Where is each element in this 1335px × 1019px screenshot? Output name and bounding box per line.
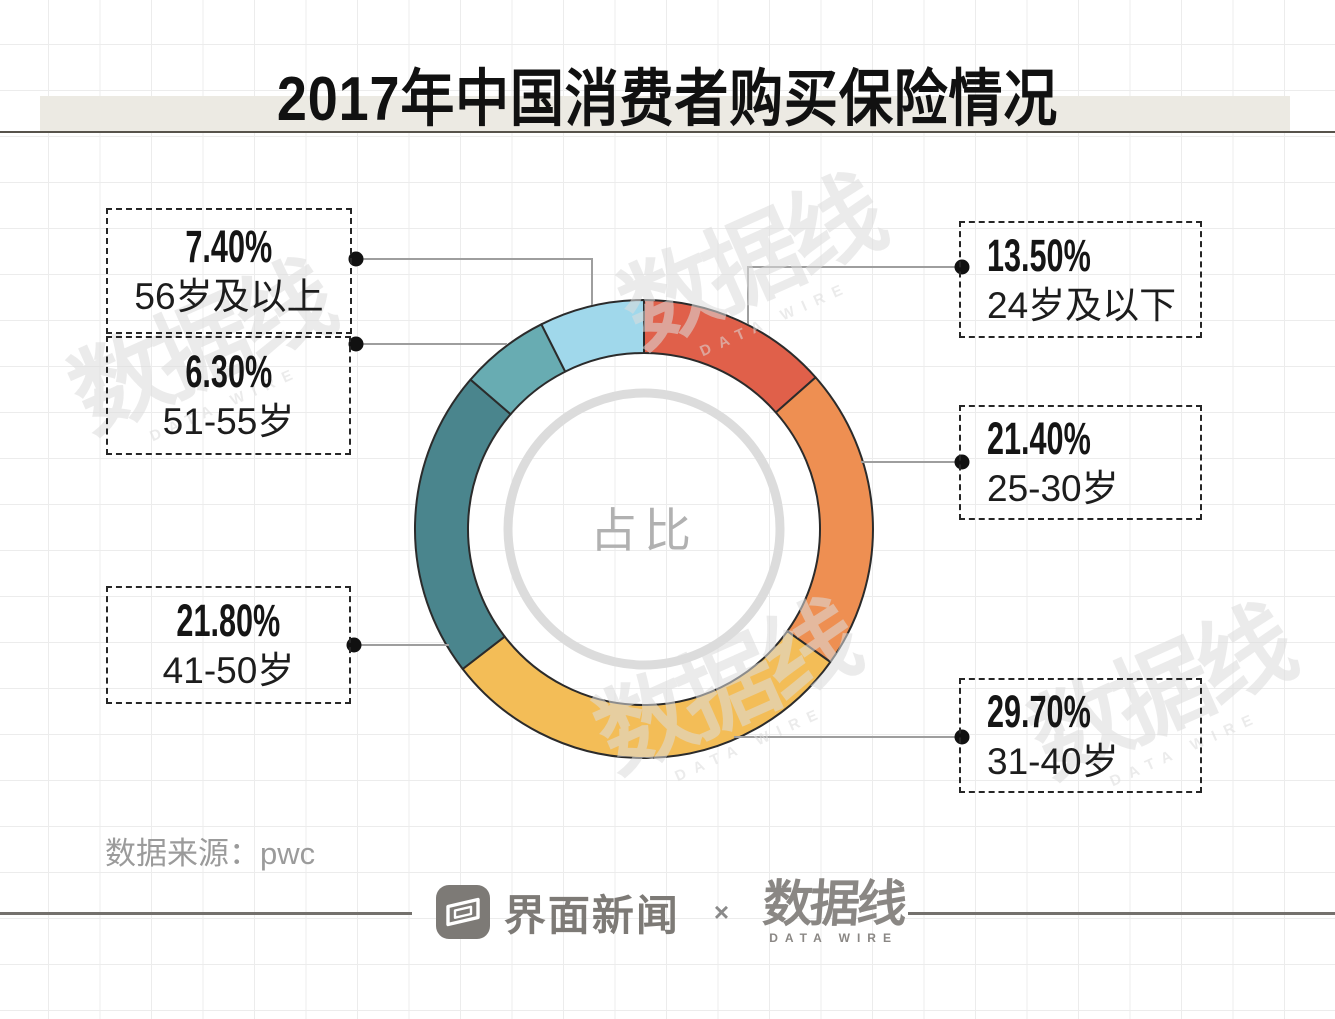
donut-segment-56岁及以上 — [540, 299, 645, 373]
callout-56-and-above: 7.40% 56岁及以上 — [106, 208, 352, 334]
percent-value: 29.70% — [987, 685, 1091, 737]
age-group-label: 51-55岁 — [162, 400, 295, 442]
datawire-logo-text: 数据线 — [761, 876, 907, 932]
donut-segment-31-40岁 — [461, 630, 832, 759]
leader-dot-24岁及以下 — [954, 259, 970, 275]
age-group-label: 24岁及以下 — [987, 284, 1177, 326]
callout-25-30: 21.40% 25-30岁 — [959, 405, 1202, 520]
leader-dot-31-40岁 — [954, 729, 970, 745]
footer-logos: 界面新闻 × 数据线 DATA WIRE — [420, 872, 920, 952]
title-underline — [0, 131, 1335, 133]
callout-24-and-under: 13.50% 24岁及以下 — [959, 221, 1202, 338]
jiemian-logo-icon — [435, 885, 490, 939]
percent-value: 13.50% — [987, 229, 1091, 281]
percent-value: 21.80% — [176, 595, 281, 646]
page-title: 2017年中国消费者购买保险情况 — [276, 65, 1059, 134]
callout-31-40: 29.70% 31-40岁 — [959, 678, 1202, 793]
percent-value: 6.30% — [185, 345, 272, 397]
leader-dot-56岁及以上 — [348, 251, 364, 267]
leader-dot-51-55岁 — [348, 336, 364, 352]
leader-line-56岁及以上 — [356, 258, 593, 305]
datawire-logo: 数据线 DATA WIRE — [761, 876, 907, 945]
age-group-label: 25-30岁 — [987, 467, 1119, 509]
datawire-logo-caption: DATA WIRE — [769, 931, 898, 945]
jiemian-logo-text: 界面新闻 — [503, 891, 680, 939]
age-group-label: 31-40岁 — [987, 740, 1119, 782]
footer-rule-left — [0, 912, 412, 915]
donut-center-label: 占比 — [590, 504, 698, 557]
collab-x-separator: × — [713, 896, 730, 927]
age-group-label: 41-50岁 — [162, 650, 295, 691]
inner-decor-ring — [503, 388, 785, 670]
footer-rule-right — [908, 912, 1335, 915]
leader-line-24岁及以下 — [747, 266, 962, 324]
percent-value: 7.40% — [185, 221, 273, 272]
percent-value: 21.40% — [987, 412, 1091, 464]
callout-51-55: 6.30% 51-55岁 — [106, 336, 351, 455]
leader-dot-25-30岁 — [954, 454, 970, 470]
title-band — [40, 96, 1290, 131]
source-note: 数据来源：pwc — [105, 836, 316, 871]
age-group-label: 56岁及以上 — [134, 276, 324, 317]
callout-41-50: 21.80% 41-50岁 — [106, 586, 351, 704]
